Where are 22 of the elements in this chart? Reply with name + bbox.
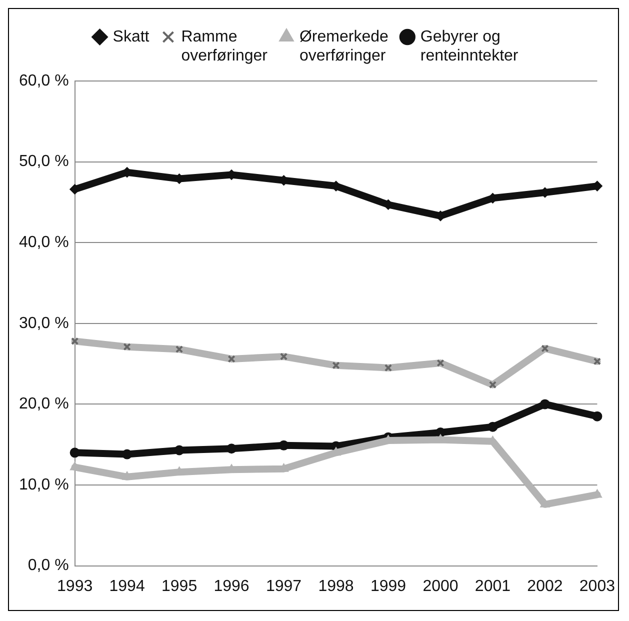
x-tick-label: 2001 [474, 578, 511, 595]
legend-label: Øremerkede overføringer [299, 28, 388, 65]
y-tick-label: 20,0 % [19, 396, 69, 413]
x-tick-label: 1995 [161, 578, 198, 595]
y-tick-label: 40,0 % [19, 234, 69, 252]
x-tick-label: 1997 [266, 578, 302, 595]
x-tick-label: 1993 [57, 578, 93, 595]
x-tick-label: 2003 [579, 578, 616, 595]
x-tick-label: 1998 [318, 578, 354, 595]
y-tick-label: 10,0 % [19, 476, 69, 494]
x-tick-label: 1994 [109, 578, 145, 595]
y-tick-label: 50,0 % [19, 153, 69, 170]
legend-label: Gebyrer og renteinntekter [420, 28, 519, 65]
x-tick-label: 2000 [422, 578, 458, 595]
x-tick-label: 2002 [527, 578, 563, 595]
x-tick-label: 1999 [370, 578, 406, 595]
x-tick-label: 1996 [214, 578, 250, 595]
y-tick-label: 0,0 % [28, 557, 69, 574]
y-tick-label: 30,0 % [19, 314, 69, 332]
legend-label: Ramme overføringer [181, 28, 268, 65]
y-tick-label: 60,0 % [19, 72, 69, 90]
legend-label: Skatt [112, 28, 150, 46]
